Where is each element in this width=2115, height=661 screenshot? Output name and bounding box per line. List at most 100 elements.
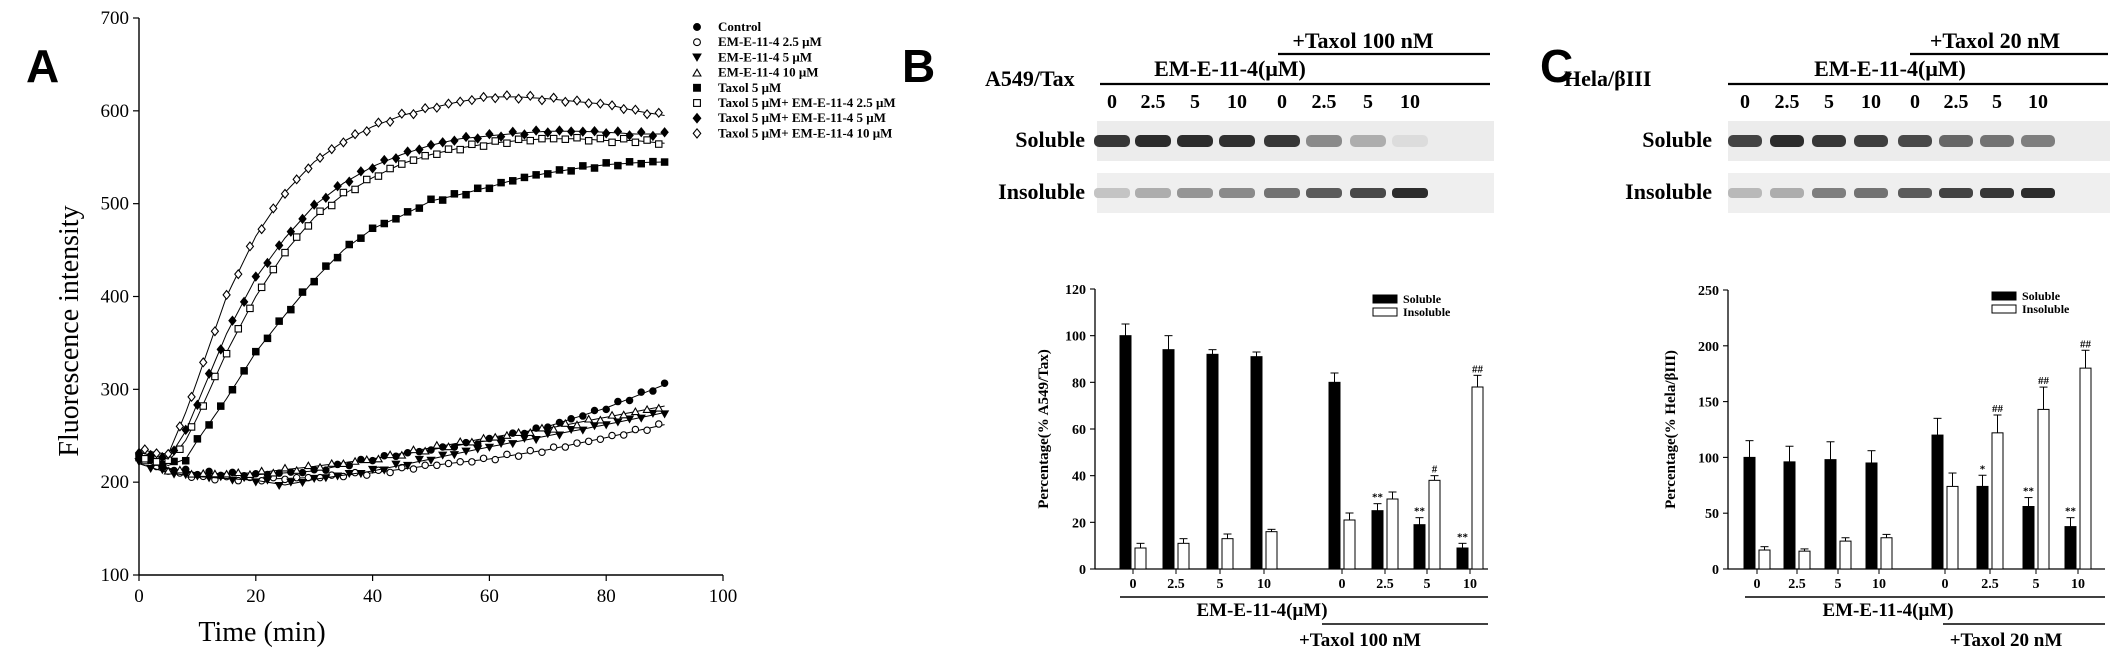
panel-b-band-insoluble [1306, 188, 1342, 198]
panel-b-ylabel: Percentage(% A549/Tax) [1036, 349, 1052, 509]
data-point [385, 116, 395, 127]
panel-a-letter: A [26, 40, 59, 92]
data-point [350, 456, 360, 465]
data-point [240, 367, 248, 375]
data-point [631, 425, 640, 434]
data-point [287, 305, 295, 314]
data-point [362, 455, 372, 464]
panel-b-x-tick-label: 5 [1217, 577, 1224, 592]
data-point [514, 135, 523, 144]
panel-c-legend-swatch [1991, 304, 2017, 314]
panel-a-y-tick-label: 200 [101, 472, 130, 493]
panel-b-y-tick-label: 80 [1072, 376, 1086, 391]
panel-a: A 100 200 300 400 500 600 700 0 20 40 60 80 100 Cont… [26, 8, 896, 648]
data-point [637, 127, 646, 138]
data-point [169, 445, 179, 456]
data-point [625, 130, 634, 141]
panel-b-y-tick-label: 20 [1072, 516, 1086, 531]
legend-entry: Taxol 5 μM+ EM-E-11-4 2.5 μM [718, 95, 896, 110]
data-point [567, 167, 575, 175]
panel-b-bar [1221, 538, 1234, 570]
data-point [497, 178, 505, 187]
data-point [297, 479, 308, 488]
panel-c-cell-label: Hela/βIII [1564, 66, 1651, 91]
panel-c-band-soluble [1770, 135, 1804, 147]
data-point [217, 402, 225, 410]
panel-c-significance: ** [2023, 486, 2035, 498]
data-point [262, 476, 273, 485]
panel-b-band-insoluble [1392, 188, 1428, 198]
panel-c-row-insoluble: Insoluble [1625, 179, 1712, 204]
panel-c-row-soluble: Soluble [1642, 127, 1712, 152]
data-point [637, 159, 645, 168]
panel-b-bar [1206, 353, 1219, 570]
data-point [321, 192, 331, 204]
data-point [444, 459, 453, 468]
data-point [205, 421, 213, 429]
legend-marker [693, 83, 701, 92]
panel-b-lane-label: 0 [1277, 91, 1287, 113]
legend-marker [693, 99, 701, 107]
data-point [141, 455, 149, 463]
data-point [438, 451, 448, 460]
data-point [199, 402, 207, 410]
panel-b-bar [1119, 335, 1132, 570]
panel-c-band-insoluble [1939, 188, 1973, 198]
data-point [450, 135, 459, 146]
data-point [310, 277, 318, 286]
data-point [339, 472, 348, 481]
data-point [503, 139, 511, 147]
panel-c-x-tick-label: 10 [2071, 577, 2085, 592]
panel-c-bar [1783, 461, 1796, 570]
data-point [245, 469, 255, 478]
data-point [590, 164, 599, 172]
data-point [502, 430, 512, 439]
panel-b-significance: ## [1472, 363, 1484, 375]
data-point [175, 421, 185, 432]
panel-b-bar [1343, 519, 1356, 570]
data-point [468, 458, 476, 466]
panel-b-lane-label: 5 [1363, 91, 1373, 113]
panel-a-y-tick-label: 400 [101, 287, 130, 308]
data-point [397, 108, 407, 119]
legend-entry: EM-E-11-4 5 μM [718, 49, 812, 64]
data-point [561, 135, 570, 143]
panel-b-legend-entry: Soluble [1403, 292, 1442, 306]
panel-c-bar [1839, 540, 1852, 570]
data-point [234, 268, 243, 280]
data-point [432, 102, 442, 113]
panel-b-bar [1471, 386, 1484, 570]
panel-c-bar [1976, 485, 1989, 570]
data-point [315, 152, 325, 164]
panel-c-x-tick-label: 10 [1872, 577, 1886, 592]
data-point [450, 190, 459, 198]
data-point [601, 128, 611, 139]
data-point [544, 170, 552, 178]
data-point [275, 317, 283, 325]
data-point [496, 439, 506, 448]
data-point [508, 126, 517, 138]
data-point [257, 466, 267, 475]
panel-b-lane-label: 2.5 [1141, 91, 1166, 113]
data-point [456, 145, 464, 154]
panel-c-band-soluble [1812, 135, 1846, 147]
panel-b-bar [1456, 547, 1469, 570]
panel-b-band-insoluble [1264, 188, 1300, 198]
data-point [520, 129, 529, 140]
panel-b-legend-swatch [1372, 294, 1398, 304]
data-point [345, 240, 353, 249]
panel-a-marks [134, 90, 670, 491]
data-point [234, 476, 243, 485]
data-point [584, 137, 593, 145]
panel-c-blot: +Taxol 20 nM EM-E-11-4(μM) Hela/βIII 0 2.5 5 1… [1564, 28, 2110, 213]
data-point [513, 427, 524, 436]
panel-c-bar [2064, 526, 2077, 570]
data-point [468, 140, 476, 149]
panel-a-x-tick-label: 80 [597, 586, 616, 607]
data-point [659, 410, 670, 419]
data-point [292, 174, 301, 185]
data-point [374, 172, 383, 180]
